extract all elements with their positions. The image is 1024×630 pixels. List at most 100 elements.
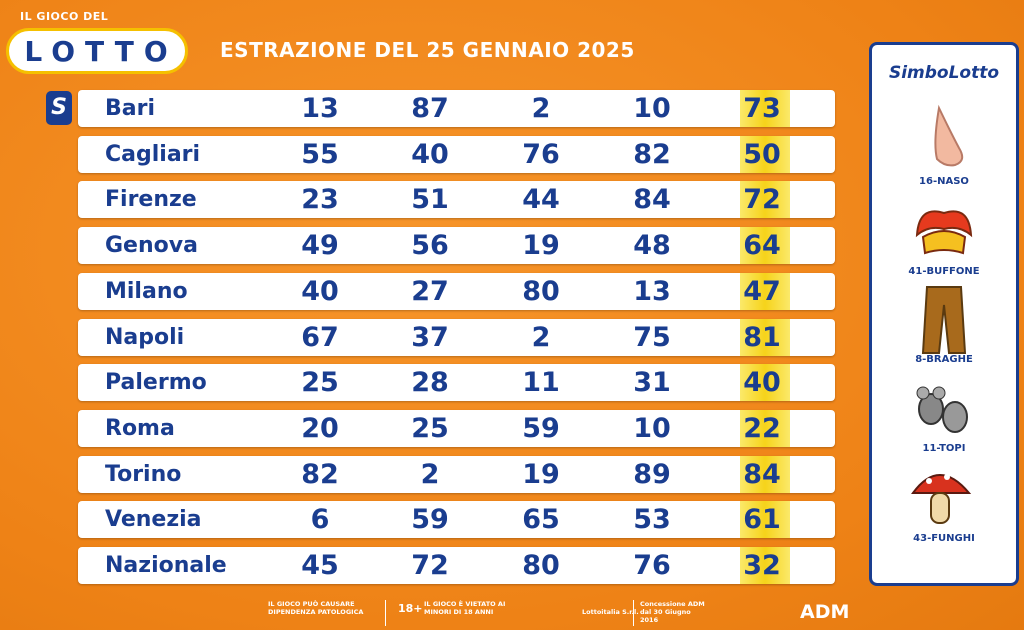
table-row: Roma 20 25 59 10 22 — [78, 409, 835, 447]
drawn-number: 76 — [633, 550, 671, 581]
drawn-number: 2 — [531, 93, 551, 124]
drawn-number: 65 — [522, 504, 560, 536]
footer-company: Lottoitalia S.r.l. — [582, 608, 639, 616]
city-name: Palermo — [105, 370, 207, 396]
drawn-number: 47 — [743, 275, 781, 307]
drawn-number: 31 — [633, 367, 671, 399]
drawn-number: 84 — [633, 184, 671, 216]
separator — [633, 600, 634, 626]
drawn-number: 37 — [411, 321, 449, 353]
drawn-number: 27 — [411, 275, 449, 307]
table-row: Genova 49 56 19 48 64 — [78, 227, 835, 265]
drawn-number: 48 — [633, 230, 671, 262]
highlight — [740, 181, 790, 219]
drawn-number: 89 — [633, 458, 671, 490]
drawn-number: 25 — [301, 367, 339, 399]
table-row: Cagliari 55 40 76 82 50 — [78, 135, 835, 173]
drawn-number: 11 — [522, 367, 560, 399]
drawn-number: 40 — [411, 138, 449, 170]
logo-text: LOTTO — [24, 34, 178, 68]
drawn-number: 22 — [743, 412, 781, 444]
city-name: Cagliari — [105, 141, 201, 167]
sidebar-title: SimboLotto — [888, 63, 1000, 83]
city-name: Napoli — [105, 324, 185, 350]
highlight — [740, 364, 790, 402]
table-row: Torino 82 2 19 89 84 — [78, 455, 835, 493]
highlight — [740, 90, 790, 127]
drawn-number: 2 — [531, 321, 551, 353]
drawn-number: 67 — [301, 321, 339, 353]
drawn-number: 59 — [522, 412, 560, 444]
drawn-number: 20 — [301, 412, 339, 444]
highlight — [740, 272, 790, 310]
table-row: Firenze 23 51 44 84 72 — [78, 181, 835, 219]
drawn-number: 53 — [633, 504, 671, 536]
footer-age: 18+ — [398, 602, 423, 615]
city-name: Firenze — [105, 187, 197, 213]
drawn-number: 28 — [411, 367, 449, 399]
icon-nose — [934, 104, 964, 167]
drawn-number: 61 — [743, 504, 781, 536]
highlight — [740, 409, 790, 447]
highlight — [740, 227, 790, 265]
drawn-number: 10 — [633, 93, 671, 124]
drawn-number: 25 — [411, 412, 449, 444]
drawn-number: 10 — [633, 412, 671, 444]
drawn-number: 80 — [522, 275, 560, 307]
drawn-number: 56 — [411, 230, 449, 262]
drawn-number: 2 — [420, 458, 440, 490]
drawn-number: 73 — [743, 93, 781, 124]
drawn-number: 32 — [743, 550, 781, 581]
city-name: Roma — [105, 415, 175, 441]
sidebar: SimboLotto 16-NASO 41-BUFFONE 8-BRAGHE 11-T… — [869, 42, 1019, 586]
logo: LOTTO — [6, 28, 188, 74]
drawn-number: 64 — [743, 230, 781, 262]
icon-trousers — [921, 286, 967, 354]
drawn-number: 72 — [411, 550, 449, 581]
symbol-label: 11-TOPI — [922, 443, 966, 454]
table-row: Bari 13 87 2 10 73 — [78, 90, 835, 127]
drawn-number: 44 — [522, 184, 560, 216]
table-row: Venezia 6 59 65 53 61 — [78, 501, 835, 539]
drawn-number: 82 — [633, 138, 671, 170]
symbol-label: 8-BRAGHE — [915, 354, 973, 365]
drawn-number: 45 — [301, 550, 339, 581]
badge: S — [46, 91, 72, 125]
highlight — [740, 135, 790, 173]
drawn-number: 82 — [301, 458, 339, 490]
city-name: Torino — [105, 461, 182, 487]
drawn-number: 81 — [743, 321, 781, 353]
table-row: Milano 40 27 80 13 47 — [78, 272, 835, 310]
city-name: Venezia — [105, 507, 202, 533]
city-name: Genova — [105, 233, 198, 259]
drawn-number: 50 — [743, 138, 781, 170]
drawn-number: 49 — [301, 230, 339, 262]
footer-age-text: IL GIOCO È VIETATO AI MINORI DI 18 ANNI — [424, 600, 506, 616]
drawn-number: 75 — [633, 321, 671, 353]
table-row: Nazionale 45 72 80 76 32 — [78, 547, 835, 584]
highlight — [740, 318, 790, 356]
separator — [385, 600, 386, 626]
title: ESTRAZIONE DEL 25 GENNAIO 2025 — [220, 38, 635, 62]
footer-warning: IL GIOCO PUÒ CAUSARE DIPENDENZA PATOLOGI… — [268, 600, 364, 616]
city-name: Bari — [105, 96, 156, 121]
city-name: Nazionale — [105, 553, 227, 578]
highlight — [740, 501, 790, 539]
drawn-number: 19 — [522, 230, 560, 262]
drawn-number: 51 — [411, 184, 449, 216]
drawn-number: 40 — [743, 367, 781, 399]
city-name: Milano — [105, 278, 188, 304]
symbol-label: 16-NASO — [919, 176, 969, 187]
symbol-label: 41-BUFFONE — [908, 266, 980, 277]
symbol-label: 43-FUNGHI — [913, 533, 975, 544]
drawn-number: 72 — [743, 184, 781, 216]
drawn-number: 59 — [411, 504, 449, 536]
highlight — [740, 547, 790, 584]
footer-concession: Concessione ADM dal 30 Giugno 2016 — [640, 600, 705, 624]
drawn-number: 13 — [301, 93, 339, 124]
icon-jester — [915, 210, 973, 255]
table-row: Napoli 67 37 2 75 81 — [78, 318, 835, 356]
logo-caption: IL GIOCO DEL — [20, 10, 109, 23]
drawn-number: 84 — [743, 458, 781, 490]
